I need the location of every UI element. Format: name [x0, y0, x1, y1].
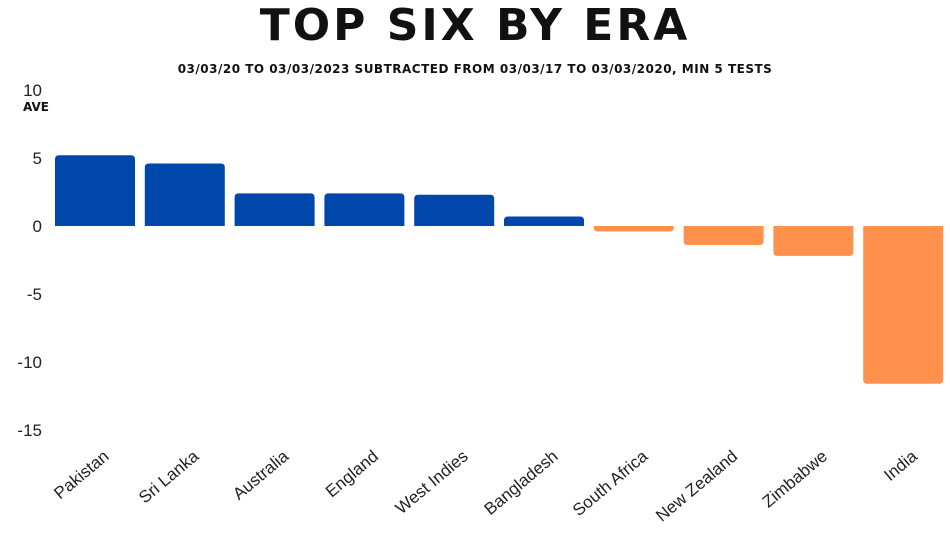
y-tick-label: -5 — [27, 285, 42, 304]
y-axis-ticks: 10 5 0 -5 -10 -15 — [17, 81, 42, 440]
bar-bangladesh — [504, 216, 584, 226]
category-label: India — [880, 446, 921, 485]
bar-south-africa — [593, 226, 674, 232]
y-tick-label: 0 — [33, 217, 42, 236]
chart-subtitle: 03/03/20 TO 03/03/2023 SUBTRACTED FROM 0… — [177, 62, 773, 76]
category-label: South Africa — [569, 446, 652, 520]
category-label: Zimbabwe — [759, 447, 831, 512]
bar-pakistan — [55, 155, 135, 226]
category-label: Australia — [229, 446, 292, 503]
bar-zimbabwe — [773, 226, 854, 256]
y-tick-label: -15 — [17, 421, 42, 440]
bar-sri-lanka — [144, 163, 225, 226]
y-axis-label: AVE — [23, 100, 49, 114]
bar-new-zealand — [683, 226, 764, 246]
category-label: New Zealand — [652, 447, 741, 526]
chart-title: TOP SIX BY ERA — [259, 0, 691, 51]
y-tick-label: -10 — [17, 353, 42, 372]
y-tick-label: 10 — [23, 81, 42, 100]
bar-west-indies — [414, 194, 495, 226]
category-label: West Indies — [392, 447, 472, 518]
category-labels: Pakistan Sri Lanka Australia England West In… — [50, 446, 921, 525]
category-label: England — [322, 447, 382, 502]
bars — [55, 155, 944, 384]
bar-england — [324, 193, 405, 226]
bar-india — [863, 226, 944, 384]
category-label: Bangladesh — [481, 447, 562, 519]
category-label: Sri Lanka — [135, 446, 203, 507]
bar-australia — [234, 193, 315, 226]
category-label: Pakistan — [50, 447, 112, 503]
y-tick-label: 5 — [33, 149, 42, 168]
